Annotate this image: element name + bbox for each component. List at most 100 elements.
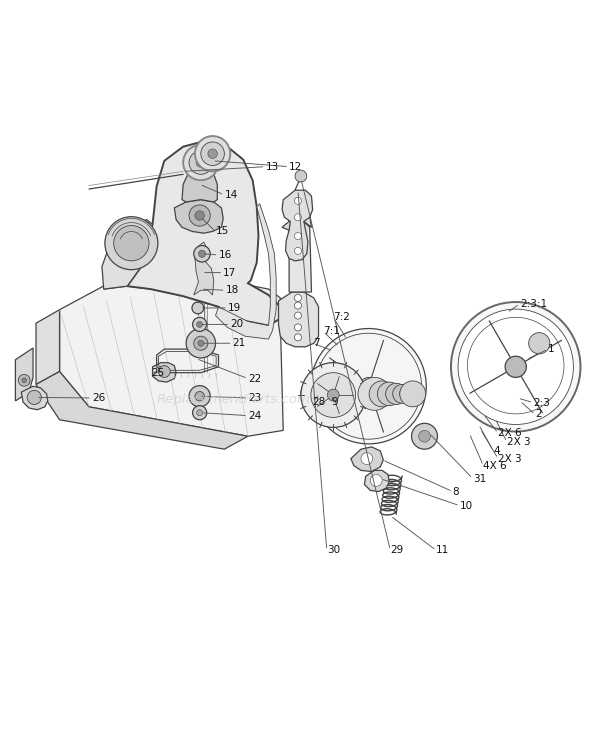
Circle shape xyxy=(192,317,206,331)
Circle shape xyxy=(294,334,301,341)
Text: 4: 4 xyxy=(493,446,500,456)
Circle shape xyxy=(195,136,230,172)
Circle shape xyxy=(195,211,204,220)
Circle shape xyxy=(208,149,217,158)
Polygon shape xyxy=(282,195,312,230)
Circle shape xyxy=(186,328,215,358)
Circle shape xyxy=(316,334,421,439)
Polygon shape xyxy=(127,140,280,325)
Circle shape xyxy=(189,205,210,226)
Text: 29: 29 xyxy=(391,545,404,556)
Text: 7:2: 7:2 xyxy=(333,312,350,322)
Circle shape xyxy=(529,333,550,354)
Circle shape xyxy=(192,302,204,314)
Polygon shape xyxy=(289,221,312,292)
Circle shape xyxy=(294,198,301,204)
Text: 4X 6: 4X 6 xyxy=(483,461,507,470)
Text: 28: 28 xyxy=(313,397,326,407)
Text: 8: 8 xyxy=(453,487,460,496)
Circle shape xyxy=(294,302,301,309)
Circle shape xyxy=(22,378,27,383)
Text: ReplacementParts.com: ReplacementParts.com xyxy=(156,392,310,406)
Circle shape xyxy=(505,356,526,377)
Circle shape xyxy=(310,385,327,403)
Circle shape xyxy=(386,383,407,404)
Circle shape xyxy=(371,475,382,486)
Circle shape xyxy=(294,294,301,302)
Text: 26: 26 xyxy=(92,393,105,403)
Circle shape xyxy=(194,245,210,262)
Text: 2X 3: 2X 3 xyxy=(498,454,522,464)
Circle shape xyxy=(194,302,201,309)
Polygon shape xyxy=(15,348,33,401)
Text: 7:1: 7:1 xyxy=(323,326,340,337)
Polygon shape xyxy=(278,292,319,347)
Polygon shape xyxy=(60,277,283,436)
Text: 2:3:1: 2:3:1 xyxy=(520,299,547,309)
Polygon shape xyxy=(215,204,276,339)
Text: 9: 9 xyxy=(332,397,338,407)
Text: 20: 20 xyxy=(230,319,244,329)
Circle shape xyxy=(196,158,205,167)
Text: 10: 10 xyxy=(460,501,473,510)
Circle shape xyxy=(412,424,437,450)
Circle shape xyxy=(360,377,378,395)
Circle shape xyxy=(194,336,208,350)
Polygon shape xyxy=(36,310,60,384)
Polygon shape xyxy=(365,470,389,492)
Circle shape xyxy=(198,250,205,257)
Circle shape xyxy=(419,430,430,442)
Circle shape xyxy=(183,145,218,181)
Text: 24: 24 xyxy=(248,411,261,421)
Circle shape xyxy=(201,142,224,166)
Polygon shape xyxy=(351,447,384,472)
Circle shape xyxy=(294,233,301,240)
Text: 13: 13 xyxy=(266,162,279,172)
Circle shape xyxy=(27,390,41,404)
Text: 17: 17 xyxy=(223,267,237,278)
Text: 1: 1 xyxy=(548,344,555,354)
Circle shape xyxy=(294,214,301,221)
Text: 2X 3: 2X 3 xyxy=(507,437,530,447)
Circle shape xyxy=(189,386,210,407)
Circle shape xyxy=(311,373,356,418)
Text: 2X 6: 2X 6 xyxy=(498,428,522,438)
Text: 22: 22 xyxy=(248,374,261,383)
Polygon shape xyxy=(21,386,48,409)
Circle shape xyxy=(196,409,202,415)
Polygon shape xyxy=(104,265,280,325)
Circle shape xyxy=(114,226,149,261)
Circle shape xyxy=(159,366,170,377)
Circle shape xyxy=(196,322,202,328)
Circle shape xyxy=(358,377,391,410)
Circle shape xyxy=(105,217,158,270)
Text: 14: 14 xyxy=(224,190,238,200)
Circle shape xyxy=(311,328,426,444)
Text: 11: 11 xyxy=(436,545,450,556)
Circle shape xyxy=(327,389,339,401)
Polygon shape xyxy=(153,363,176,382)
Circle shape xyxy=(198,340,204,346)
Text: 23: 23 xyxy=(248,393,261,403)
Circle shape xyxy=(295,170,307,182)
Circle shape xyxy=(301,376,336,412)
Text: 25: 25 xyxy=(151,368,164,377)
Circle shape xyxy=(458,309,573,424)
Circle shape xyxy=(378,382,401,406)
Polygon shape xyxy=(194,242,214,295)
Circle shape xyxy=(294,247,301,254)
Polygon shape xyxy=(182,169,217,202)
Polygon shape xyxy=(36,372,248,450)
Circle shape xyxy=(451,302,581,432)
Circle shape xyxy=(301,363,366,427)
Text: 18: 18 xyxy=(225,285,239,295)
Circle shape xyxy=(393,384,412,403)
Text: 7: 7 xyxy=(313,338,319,348)
Circle shape xyxy=(400,386,417,402)
Circle shape xyxy=(195,392,204,401)
Polygon shape xyxy=(102,220,153,289)
Text: 12: 12 xyxy=(289,162,302,172)
Circle shape xyxy=(400,381,425,407)
Text: 16: 16 xyxy=(218,250,232,260)
Text: 31: 31 xyxy=(473,473,486,484)
